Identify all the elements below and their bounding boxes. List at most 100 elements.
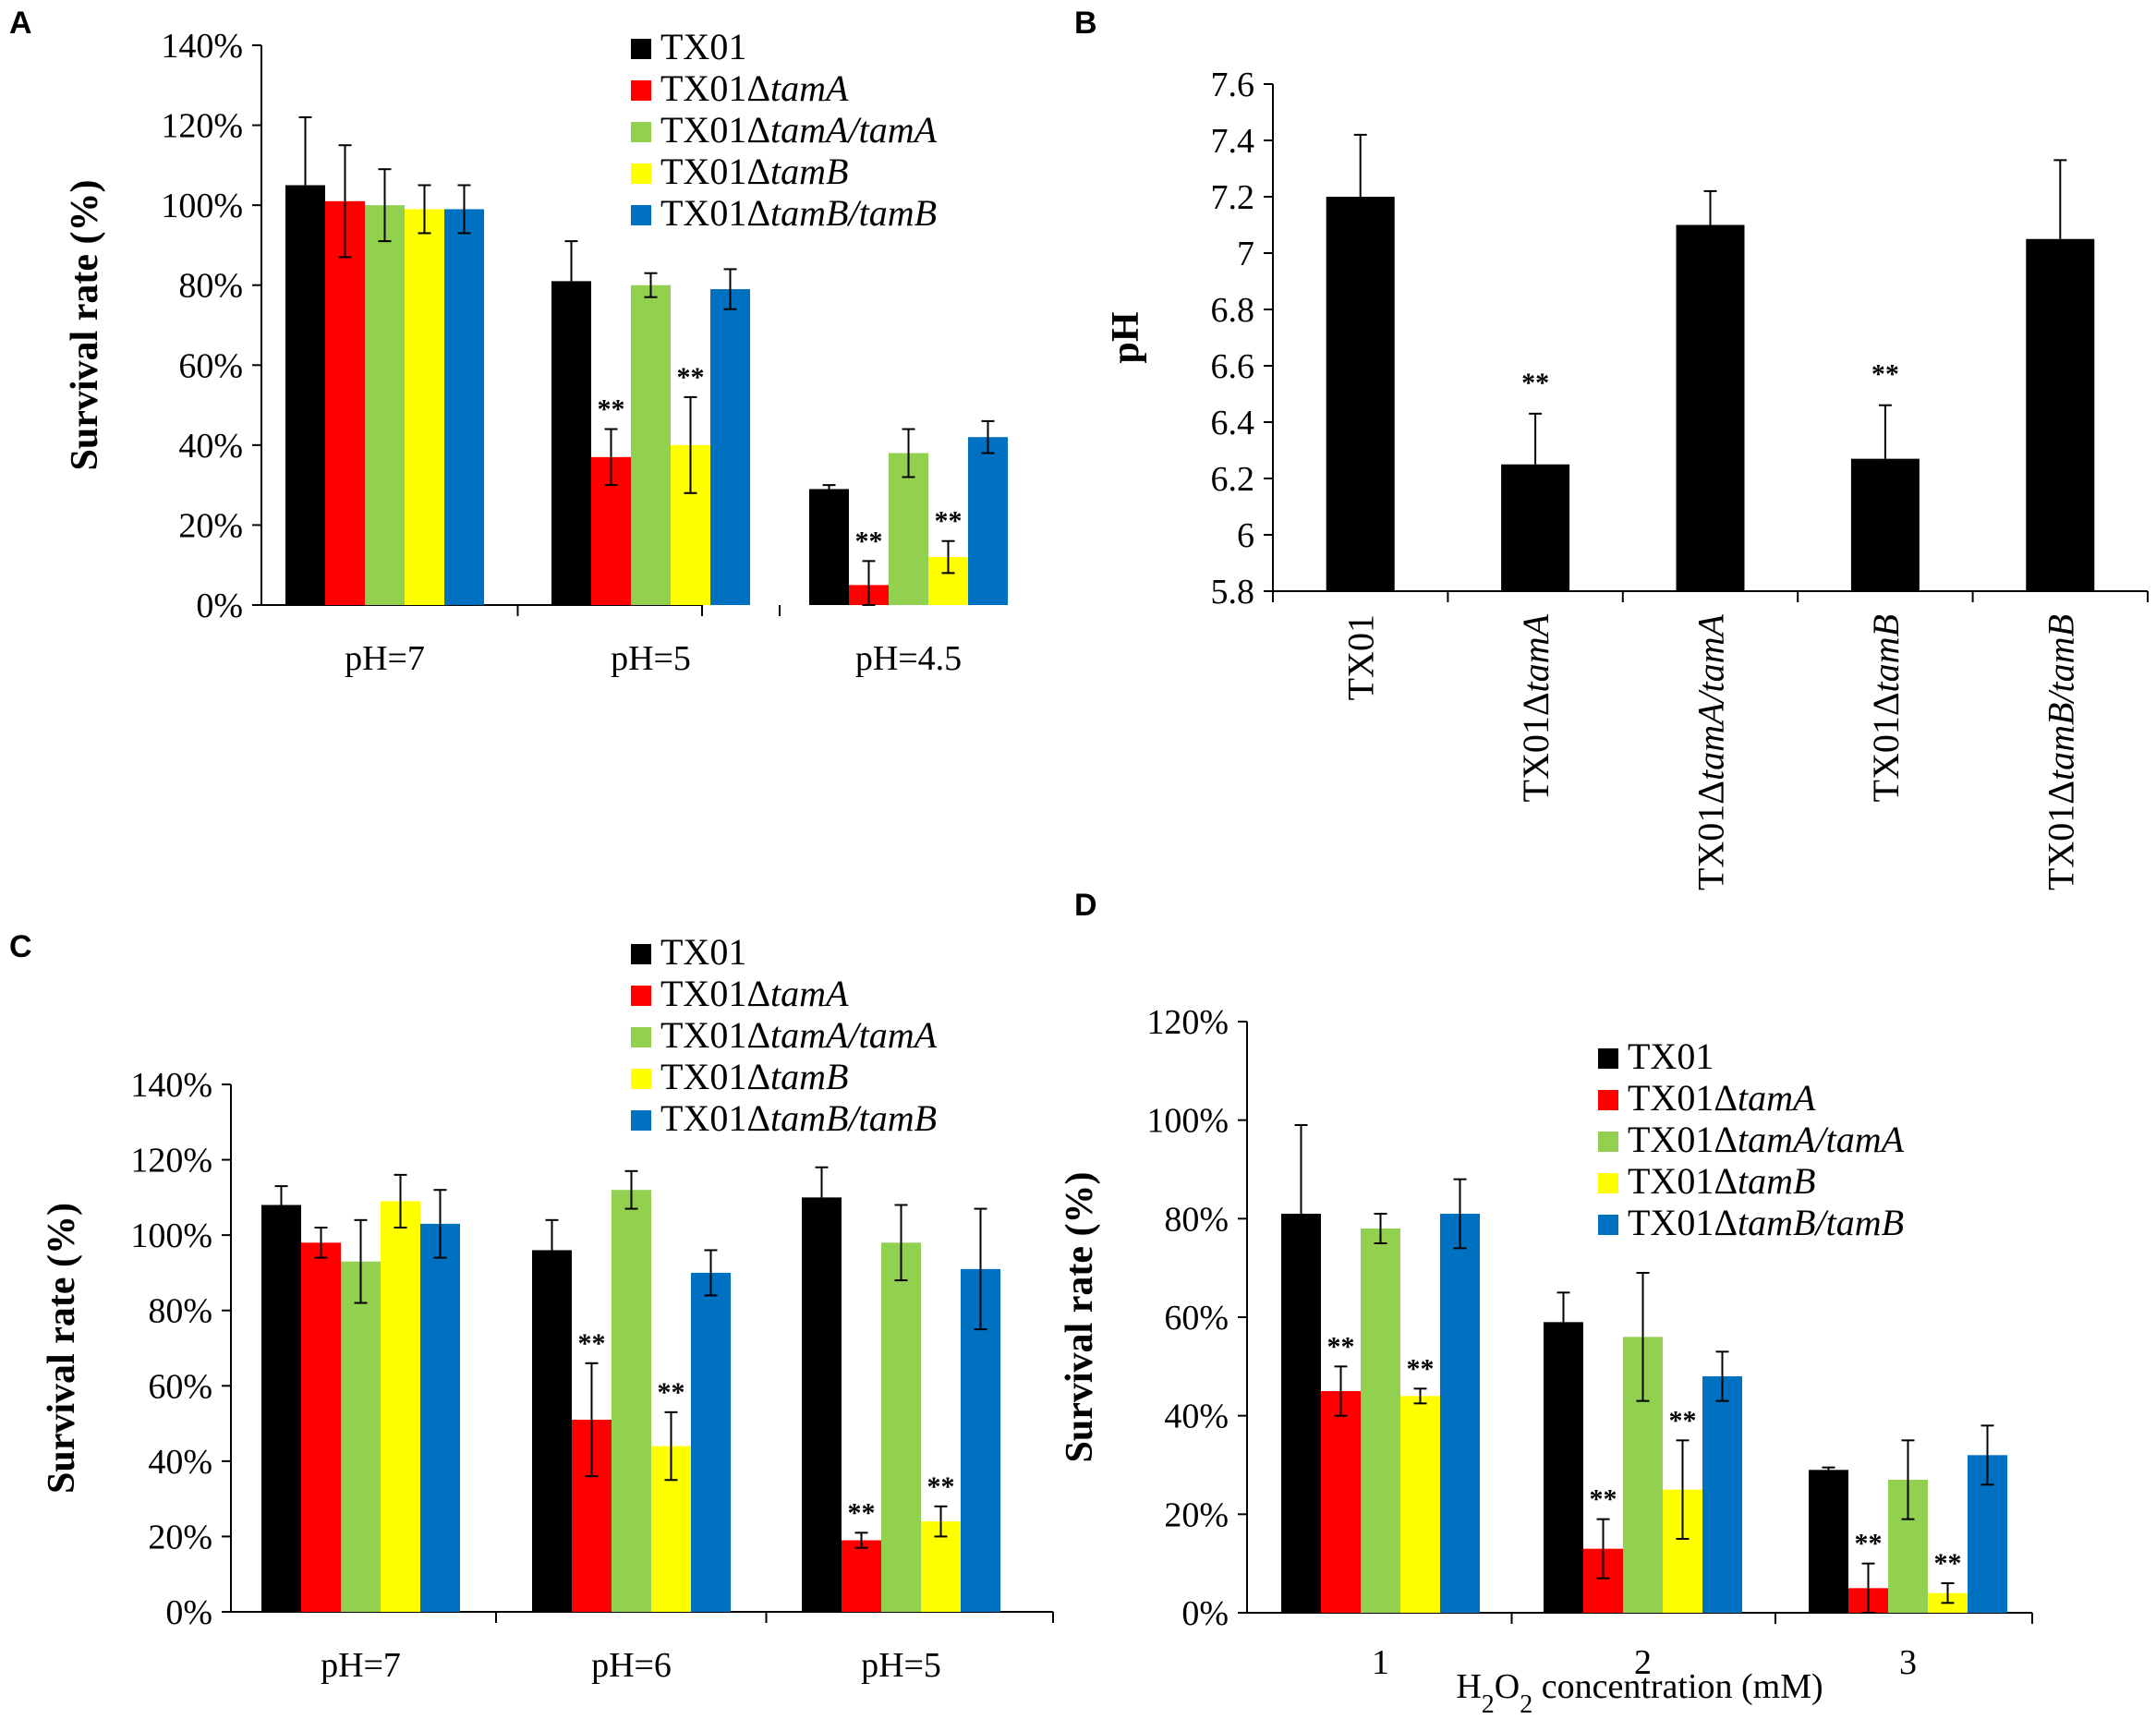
C-bar: [842, 1540, 881, 1612]
C-legend-entry-base: TX01Δ: [660, 1097, 770, 1139]
D-bar: [1440, 1214, 1480, 1613]
D-x-axis-label-part: H: [1456, 1667, 1481, 1706]
D-legend-swatch: [1598, 1132, 1618, 1152]
D-y-tick-label: 0%: [1181, 1594, 1229, 1633]
A-bar: [285, 185, 325, 605]
C-legend-entry: TX01ΔtamB: [660, 1056, 848, 1097]
B-x-tick-label-base: TX01Δ: [2040, 781, 2081, 890]
C-bar: [381, 1201, 420, 1612]
B-x-tick-label-base: TX01Δ: [1690, 781, 1732, 890]
panel-label-C: C: [9, 929, 32, 964]
A-bar: [968, 437, 1008, 605]
D-legend-swatch: [1598, 1048, 1618, 1069]
A-legend-swatch: [631, 205, 651, 225]
C-significance-marker: **: [578, 1328, 606, 1359]
C-bar: [612, 1190, 651, 1612]
B-y-tick-label: 6.8: [1211, 291, 1255, 330]
C-y-tick-label: 40%: [148, 1443, 212, 1482]
D-legend-entry: TX01ΔtamB: [1628, 1160, 1815, 1202]
A-y-tick-label: 120%: [161, 107, 243, 146]
D-legend-entry: TX01ΔtamB/tamB: [1628, 1202, 1904, 1243]
D-bar: [1400, 1396, 1440, 1613]
B-x-tick-label: TX01ΔtamA/tamA: [1690, 613, 1732, 890]
D-y-axis-label: Survival rate (%): [1059, 1172, 1101, 1463]
A-legend-swatch: [631, 39, 651, 59]
D-legend: TX01TX01ΔtamATX01ΔtamA/tamATX01ΔtamBTX01…: [1598, 1035, 1905, 1243]
D-significance-marker: **: [1590, 1484, 1617, 1515]
A-y-tick-label: 60%: [178, 346, 243, 385]
B-y-axis-label: pH: [1105, 311, 1147, 363]
C-significance-marker: **: [848, 1497, 876, 1528]
C-y-tick-label: 140%: [130, 1066, 212, 1105]
D-significance-marker: **: [1407, 1353, 1435, 1384]
A-y-tick-label: 80%: [178, 267, 243, 306]
A-significance-marker: **: [935, 506, 963, 537]
D-legend-entry-base: TX01: [1628, 1035, 1714, 1077]
panel-D: D 0% 20% 40% 60% 80% 100% 120% Survival rate (%)…: [1059, 888, 2033, 1719]
B-x-tick-label: TX01ΔtamB/tamB: [2040, 614, 2081, 890]
A-bar: [889, 453, 928, 605]
A-legend-entry-italic: tamA: [770, 67, 849, 109]
B-y-tick-label: 6.4: [1211, 404, 1255, 442]
B-significance-marker: **: [1521, 368, 1549, 398]
D-legend-entry-base: TX01Δ: [1628, 1077, 1738, 1119]
C-legend-entry: TX01ΔtamA/tamA: [660, 1014, 938, 1056]
A-x-tick-label: pH=7: [345, 639, 425, 678]
A-legend-swatch: [631, 163, 651, 184]
A-bar: [405, 209, 444, 605]
A-bar: [325, 200, 365, 606]
A-bar: [444, 209, 484, 605]
B-y-tick-label: 6: [1237, 516, 1254, 555]
D-x-tick-label: 3: [1899, 1643, 1917, 1682]
D-bar: [1321, 1391, 1361, 1613]
A-y-tick-label: 140%: [161, 27, 243, 66]
panel-label-B: B: [1074, 6, 1097, 41]
D-legend-entry-base: TX01Δ: [1628, 1119, 1738, 1160]
B-y-tick-label: 7: [1237, 235, 1254, 273]
C-legend-entry-italic: tamA/tamA: [770, 1014, 938, 1056]
A-bar: [809, 489, 849, 605]
D-x-axis-label: H2O2 concentration (mM): [1456, 1667, 1823, 1719]
C-legend-swatch: [631, 944, 651, 964]
C-y-tick-label: 120%: [130, 1142, 212, 1180]
C-bar: [881, 1242, 921, 1612]
D-bar: [1361, 1229, 1400, 1613]
B-y-tick-label: 6.6: [1211, 347, 1255, 386]
C-legend-swatch: [631, 986, 651, 1006]
D-legend-entry: TX01ΔtamA: [1628, 1077, 1816, 1119]
B-bar: [1326, 197, 1395, 591]
A-significance-marker: **: [598, 394, 625, 425]
C-bar: [341, 1261, 381, 1612]
panel-A: A 0% 20% 40% 60% 80% 100% 120% 140% Survival rate…: [9, 6, 1008, 678]
A-legend-entry-base: TX01Δ: [660, 192, 770, 234]
B-bar: [1501, 464, 1570, 591]
C-y-tick-label: 80%: [148, 1292, 212, 1331]
A-legend-entry-italic: tamB: [770, 151, 848, 192]
D-y-tick-label: 80%: [1164, 1200, 1229, 1239]
B-y-tick-label: 7.2: [1211, 178, 1255, 217]
D-bar: [1702, 1376, 1742, 1613]
D-legend-entry: TX01: [1628, 1035, 1714, 1077]
D-bar: [1809, 1470, 1848, 1613]
C-legend-entry-italic: tamA: [770, 973, 849, 1014]
C-legend-entry-base: TX01Δ: [660, 1014, 770, 1056]
C-legend-swatch: [631, 1110, 651, 1131]
B-y-tick-label: 7.6: [1211, 66, 1255, 104]
D-y-tick-label: 60%: [1164, 1299, 1229, 1338]
C-significance-marker: **: [927, 1471, 955, 1502]
A-legend-entry-italic: tamB/tamB: [770, 192, 937, 234]
A-legend-entry: TX01: [660, 26, 746, 67]
A-legend-swatch: [631, 80, 651, 101]
B-x-tick-label-italic: tamA/tamA: [1690, 613, 1732, 781]
D-x-axis-label-part: 2: [1482, 1690, 1495, 1719]
C-bar: [532, 1250, 572, 1612]
D-legend-swatch: [1598, 1215, 1618, 1235]
A-legend-swatch: [631, 122, 651, 142]
B-x-tick-label-italic: tamB/tamB: [2040, 614, 2081, 781]
D-bar: [1544, 1322, 1583, 1613]
C-x-tick-label: pH=6: [591, 1646, 672, 1685]
A-x-tick-label: pH=5: [611, 639, 691, 678]
D-legend-entry-base: TX01Δ: [1628, 1160, 1738, 1202]
A-legend-entry-base: TX01Δ: [660, 67, 770, 109]
A-y-axis-label: Survival rate (%): [64, 180, 106, 471]
